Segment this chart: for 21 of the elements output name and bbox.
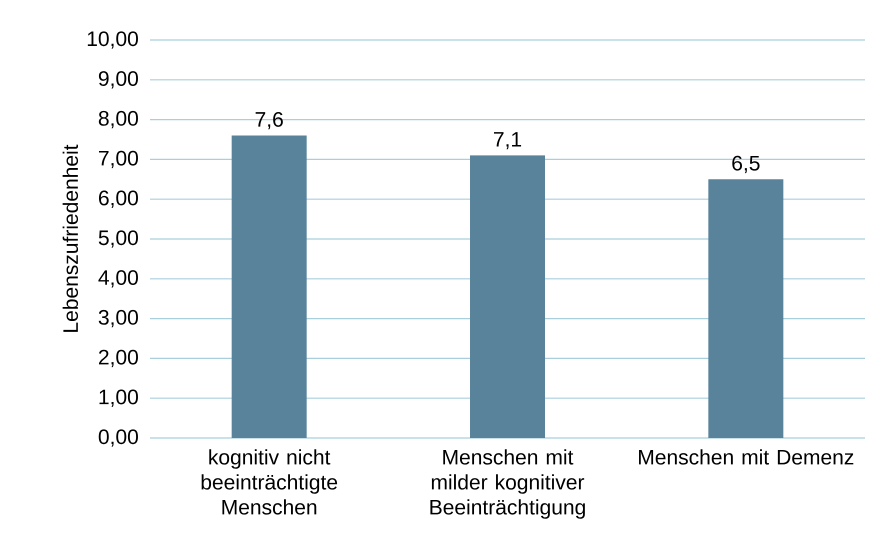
- y-tick-label: 6,00: [99, 190, 138, 208]
- y-tick-label: 0,00: [98, 429, 138, 447]
- data-label: 7,6: [256, 112, 283, 130]
- data-label: 6,5: [732, 156, 760, 174]
- x-tick-label: Menschen mit Demenz: [639, 449, 854, 465]
- y-axis-title: Lebenszufriedenheit: [62, 144, 78, 332]
- y-tick-label: 9,00: [98, 71, 138, 88]
- x-tick-label: Menschen mit milder kognitiver Beeinträchtigung: [430, 449, 585, 519]
- bar: [470, 155, 546, 438]
- data-label: 7,1: [494, 132, 522, 150]
- y-tick-label: 8,00: [98, 110, 138, 128]
- y-tick-label: 4,00: [98, 270, 138, 288]
- y-tick-label: 2,00: [98, 350, 138, 368]
- x-tick-label: kognitiv nicht beeinträchtigte Menschen: [202, 449, 338, 515]
- bar: [232, 136, 307, 438]
- y-tick-label: 3,00: [98, 310, 138, 328]
- y-tick-label: 5,00: [98, 230, 138, 248]
- y-tick-label: 1,00: [100, 390, 138, 407]
- y-tick-label: 10,00: [88, 31, 138, 49]
- y-tick-label: 7,00: [99, 150, 138, 168]
- bar: [708, 179, 784, 438]
